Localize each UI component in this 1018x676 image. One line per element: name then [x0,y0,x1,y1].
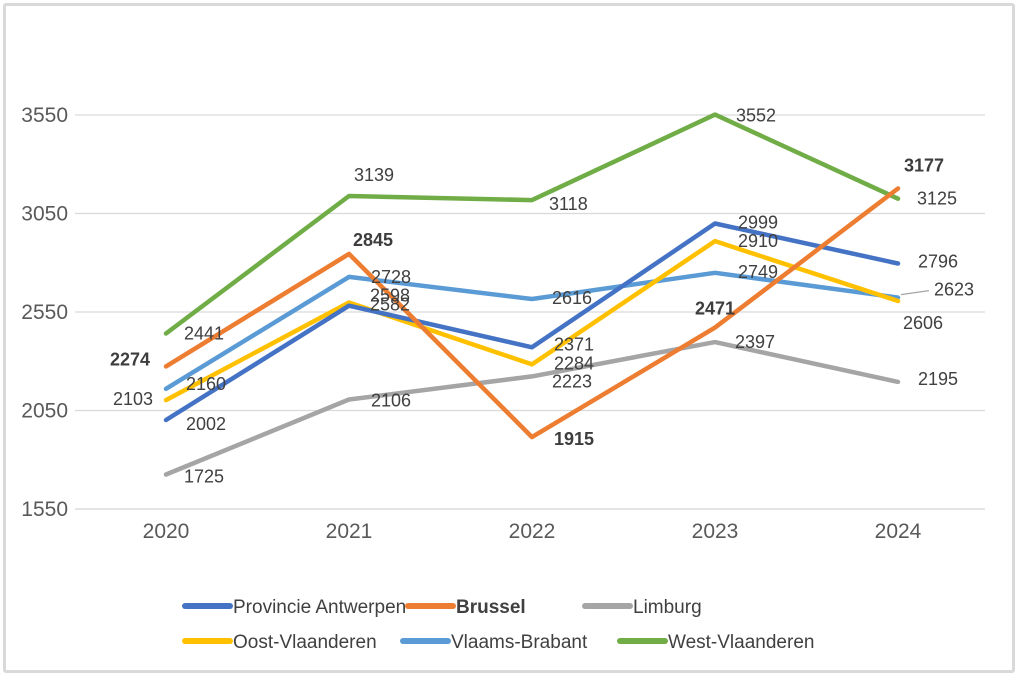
y-tick-label: 3550 [21,104,68,127]
legend-item-oost-vlaanderen: Oost-Vlaanderen [182,632,377,653]
data-label-vlaams-brabant-2022: 2616 [552,288,592,308]
data-label-vlaams-brabant-2024: 2623 [934,280,974,300]
data-label-west-vlaanderen-2020: 2441 [184,323,224,343]
x-axis-label: 2020 [143,520,190,543]
legend-label-brussel: Brussel [456,597,526,618]
series-line-oost-vlaanderen [163,238,901,403]
data-label-vlaams-brabant-2021: 2728 [371,267,411,287]
data-label-provincie-antwerpen-2022: 2371 [554,334,594,354]
data-label-provincie-antwerpen-2023: 2999 [738,213,778,233]
y-tick-label: 1550 [21,498,68,521]
data-label-west-vlaanderen-2022: 3118 [549,194,588,214]
legend-label-provincie-antwerpen: Provincie Antwerpen [233,597,406,618]
data-label-limburg-2024: 2195 [918,369,958,389]
data-label-oost-vlaanderen-2023: 2910 [738,231,778,251]
data-label-limburg-2022: 2223 [552,371,592,391]
data-label-oost-vlaanderen-2021: 2598 [370,286,410,306]
series-line-west-vlaanderen [163,112,901,336]
legend-label-oost-vlaanderen: Oost-Vlaanderen [233,632,377,653]
data-label-provincie-antwerpen-2024: 2796 [918,252,958,272]
legend-item-vlaams-brabant: Vlaams-Brabant [400,632,588,653]
data-label-vlaams-brabant-2023: 2749 [738,262,778,282]
data-label-oost-vlaanderen-2024: 2606 [903,313,943,333]
x-axis-label: 2024 [875,520,922,543]
data-label-limburg-2023: 2397 [735,332,775,352]
label-leader-line [900,290,930,296]
data-label-oost-vlaanderen-2020: 2103 [113,389,153,409]
data-label-west-vlaanderen-2024: 3125 [917,189,957,209]
data-label-brussel-2022: 1915 [554,429,594,449]
legend-item-west-vlaanderen: West-Vlaanderen [617,632,814,653]
legend-item-provincie-antwerpen: Provincie Antwerpen [182,597,406,618]
legend-label-vlaams-brabant: Vlaams-Brabant [451,632,588,653]
data-label-brussel-2020: 2274 [110,349,150,369]
x-axis-label: 2023 [692,520,739,543]
series-line-provincie-antwerpen [163,221,901,423]
y-tick-label: 2050 [21,400,68,423]
data-label-limburg-2021: 2106 [371,390,411,410]
series-line-limburg [163,339,901,477]
data-label-vlaams-brabant-2020: 2160 [186,374,226,394]
legend-item-limburg: Limburg [582,597,702,618]
x-axis-label: 2022 [509,520,556,543]
legend-item-brussel: Brussel [405,597,526,618]
series-line-vlaams-brabant [163,270,901,392]
legend-label-limburg: Limburg [633,597,702,618]
y-tick-label: 2550 [21,301,68,324]
data-label-brussel-2023: 2471 [695,299,735,319]
y-tick-label: 3050 [21,203,68,226]
data-label-oost-vlaanderen-2022: 2284 [554,353,594,373]
legend-label-west-vlaanderen: West-Vlaanderen [668,632,814,653]
data-label-limburg-2020: 1725 [184,467,224,487]
data-label-provincie-antwerpen-2021: 2582 [370,295,410,315]
data-label-brussel-2021: 2845 [353,230,393,250]
x-axis-label: 2021 [326,520,373,543]
data-label-west-vlaanderen-2021: 3139 [354,165,394,185]
data-label-provincie-antwerpen-2020: 2002 [186,414,226,434]
data-label-brussel-2024: 3177 [904,155,944,175]
series-line-brussel [163,186,901,440]
data-label-west-vlaanderen-2023: 3552 [736,106,776,126]
